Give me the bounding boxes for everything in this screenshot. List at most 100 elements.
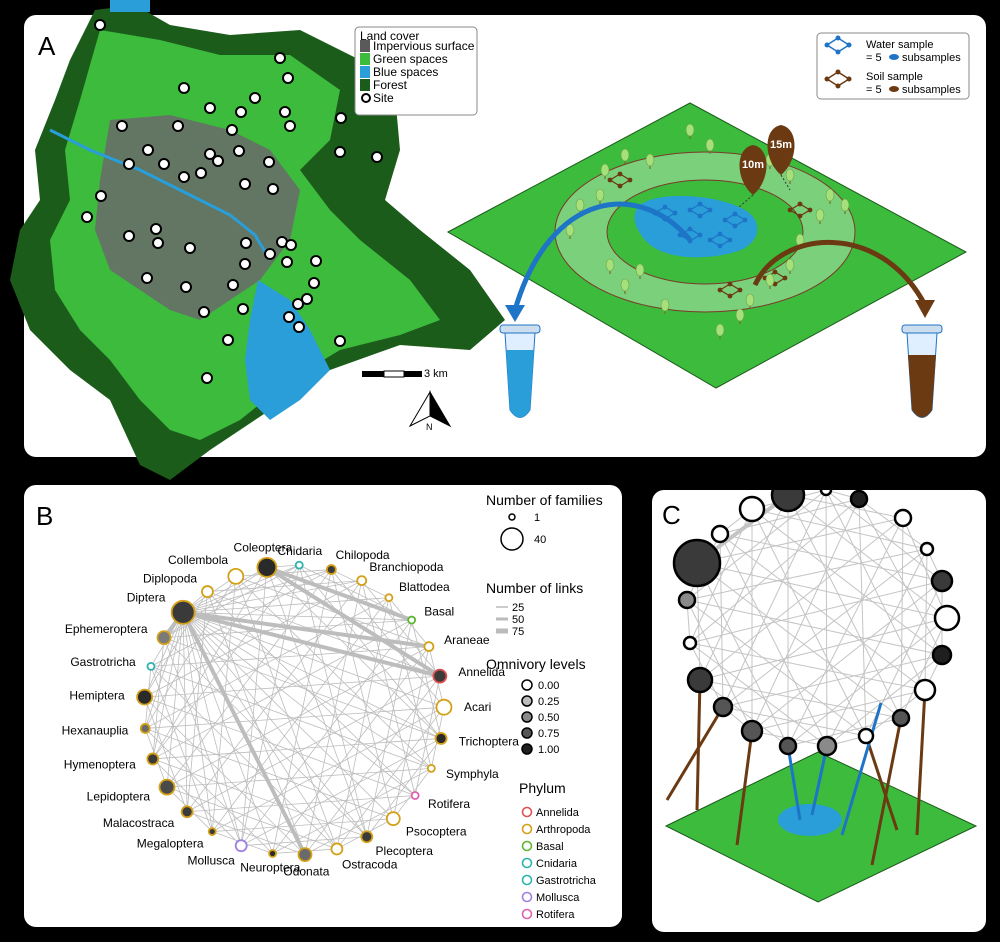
panel-c-node [919,541,935,557]
network-nodes [136,556,453,863]
network-link [361,580,416,796]
network-link [186,580,363,812]
panel-c-nodes [672,490,961,757]
network-link [182,612,242,846]
network-link [304,795,416,855]
panel-b-letter: B [36,501,53,531]
panel-c-link [696,562,948,619]
network-link [304,675,441,855]
panel-c-link [686,599,943,656]
network-node-label: Blattodea [399,580,450,594]
network-link [163,637,242,846]
network-link [235,576,432,769]
phylum-swatch [521,891,533,903]
panel-c-link [825,490,828,747]
phylum-value: Rotifera [536,909,575,921]
network-node [170,599,196,625]
phylum-value: Gastrotricha [536,875,597,887]
network-link [361,580,441,677]
panel-c-node [930,569,954,593]
panel-c-canvas: C [662,490,978,903]
panel-c-link [719,533,828,747]
network-node-label: Plecoptera [376,844,434,858]
network-node-label: Megaloptera [137,836,204,850]
network-link [366,619,413,837]
panel-c-link [825,490,943,582]
network-link [182,612,394,819]
network-link [240,565,300,846]
links-title: Number of links [486,580,583,596]
network-legend: Number of families 1 40 Number of links … [486,492,603,921]
network-link-strong [182,610,430,649]
families-min: 1 [534,512,540,524]
phylum-swatch [521,874,533,886]
panel-c-link [825,490,926,691]
network-link [186,811,306,855]
panel-c-link [699,617,948,681]
network-link [150,666,213,832]
phylum-value: Annelida [536,807,580,819]
panel-a: A [24,15,986,457]
network-node-label: Odonata [283,865,329,879]
network-link [182,611,445,708]
panel-c-stem [665,706,725,801]
network-node [180,805,194,819]
network-node-label: Gastrotricha [70,655,136,669]
panel-c-node [913,678,937,702]
phylum-swatch [521,806,533,818]
omnivory-value: 0.25 [538,696,559,708]
network-node [435,698,453,716]
network-link [150,646,429,667]
panel-c-link [787,617,948,747]
network-link [240,619,412,846]
omnivory-value: 0.50 [538,712,559,724]
network-link-strong [266,565,413,622]
panel-c-link [686,599,867,737]
network-node [201,585,214,598]
families-small-circle [508,513,516,521]
panel-c-link [696,562,902,719]
network-link [182,612,368,838]
panel-c: C [652,490,986,932]
network-link [240,567,268,846]
network-link [411,619,442,739]
network-link-strong [182,610,441,679]
panel-c-link [858,498,928,550]
panel-c-link [722,490,827,708]
network-link [144,696,306,855]
panel-c-node [740,719,764,743]
panel-c-link [900,517,904,719]
panel-c-link [689,508,753,644]
network-link [163,567,268,638]
network-node [234,839,248,853]
panel-c-link [751,508,867,737]
panel-c-node [682,635,698,651]
network-node-label: Diplopoda [143,572,197,586]
network-node-label: Malacostraca [103,816,175,830]
network-link [166,569,332,788]
network-link [241,836,367,847]
network-node-label: Diptera [127,591,166,605]
panel-c-stem [915,689,927,836]
network-link-strong [181,611,307,856]
panel-c-node [738,495,766,523]
panel-c-node [672,538,722,588]
network-link [182,567,268,613]
network-node [294,560,304,570]
network-link [166,612,184,788]
network-link [144,728,273,854]
network-node [207,827,217,836]
phylum-legend-items: Annelida Arthropoda Basal Cnidaria Gastrotri… [521,806,597,921]
network-link [187,795,416,813]
panel-c-link [826,548,928,747]
network-node [410,791,420,800]
panel-c-node [712,696,734,718]
panel-c-link [689,642,926,691]
omnivory-swatch [521,679,533,691]
network-link [207,580,362,592]
network-link-strong [265,565,441,678]
panel-c-link [900,617,948,719]
phylum-swatch [521,857,533,869]
network-node-label: Cnidaria [277,544,322,558]
